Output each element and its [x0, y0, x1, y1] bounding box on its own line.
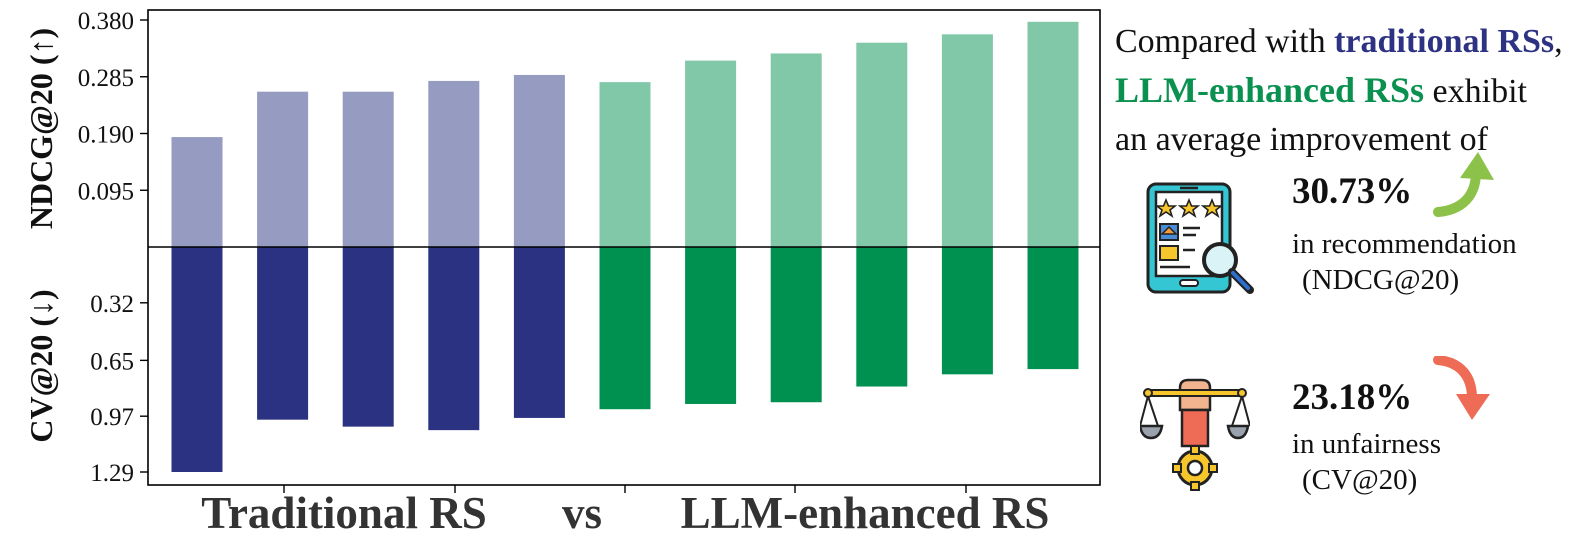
summary-exhibit: exhibit	[1424, 73, 1527, 110]
stat-cv-metric: (CV@20)	[1302, 464, 1418, 496]
ndcg-bar-4	[428, 80, 480, 247]
cv-bars	[171, 247, 1079, 472]
rating-tablet-magnifier-icon	[1146, 182, 1254, 294]
summary-prefix: Compared with	[1115, 23, 1335, 60]
summary-comma: ,	[1554, 23, 1563, 60]
stat-ndcg-metric: (NDCG@20)	[1302, 264, 1460, 296]
group-label-vs: vs	[562, 488, 602, 538]
summary-panel: Compared with traditional RSs, LLM-enhan…	[1110, 18, 1575, 538]
ndcg-bar-5	[513, 74, 565, 248]
stat-cv: 23.18%	[1292, 376, 1412, 419]
cv-bar-2	[257, 247, 309, 420]
ndcg-bar-2	[257, 91, 309, 248]
ndcg-bar-1	[171, 137, 223, 247]
cv-bar-3	[342, 247, 394, 427]
arrow-down-icon	[1433, 356, 1490, 420]
ndcg-ticks: 0.095 0.190 0.285 0.380	[78, 8, 148, 205]
arrow-up-icon	[1433, 152, 1494, 217]
summary-line-2: LLM-enhanced RSs exhibit	[1115, 66, 1575, 116]
ndcg-tick-label: 0.190	[78, 122, 134, 149]
ndcg-tick-label: 0.285	[78, 65, 134, 92]
cv-bar-11	[1027, 247, 1079, 370]
cv-tick-label: 0.97	[90, 404, 134, 431]
ndcg-axis-label: NDCG@20 (↑)	[23, 28, 59, 229]
bar-chart: 0.095 0.190 0.285 0.380 0.32 0.65 0.97 1.29 ND…	[23, 8, 1101, 538]
cv-bar-8	[770, 247, 822, 403]
stat-cv-label: in unfairness	[1292, 428, 1441, 460]
ndcg-bar-11	[1027, 21, 1079, 248]
stat-cv-value: 23.18%	[1292, 377, 1413, 418]
cv-bar-7	[685, 247, 737, 404]
cv-bar-10	[941, 247, 993, 375]
ndcg-bar-9	[856, 42, 908, 248]
ndcg-bar-8	[770, 53, 822, 247]
stat-ndcg: 30.73%	[1292, 170, 1412, 213]
ndcg-bar-3	[342, 91, 394, 248]
summary-line-1: Compared with traditional RSs,	[1115, 18, 1575, 66]
stat-ndcg-value: 30.73%	[1292, 171, 1413, 212]
stat-ndcg-label: in recommendation	[1292, 228, 1517, 260]
group-label-traditional: Traditional RS	[201, 488, 486, 538]
cv-bar-5	[513, 247, 565, 418]
fairness-scale-icon	[1140, 378, 1250, 491]
cv-tick-label: 0.65	[90, 348, 134, 375]
ndcg-bar-6	[599, 82, 651, 247]
x-ticks	[283, 485, 967, 493]
cv-tick-label: 1.29	[90, 460, 134, 487]
stat-cv-text: in unfairness (CV@20)	[1292, 426, 1441, 498]
cv-ticks: 0.32 0.65 0.97 1.29	[90, 291, 148, 487]
cv-bar-1	[171, 247, 223, 472]
summary-headline: Compared with traditional RSs, LLM-enhan…	[1115, 18, 1575, 164]
summary-line-3: an average improvement of	[1115, 121, 1488, 158]
ndcg-bars	[171, 21, 1079, 248]
cv-axis-label: CV@20 (↓)	[23, 289, 59, 442]
ndcg-bar-10	[941, 34, 993, 248]
ndcg-tick-label: 0.380	[78, 8, 134, 35]
cv-bar-6	[599, 247, 651, 410]
cv-bar-4	[428, 247, 480, 431]
plot-frame	[147, 9, 1101, 486]
llm-highlight: LLM-enhanced RSs	[1115, 70, 1425, 110]
traditional-highlight: traditional RSs	[1334, 23, 1555, 60]
stat-ndcg-text: in recommendation (NDCG@20)	[1292, 226, 1517, 298]
cv-bar-9	[856, 247, 908, 387]
group-label-llm: LLM-enhanced RS	[681, 488, 1050, 538]
ndcg-tick-label: 0.095	[78, 178, 134, 205]
ndcg-bar-7	[685, 60, 737, 248]
cv-tick-label: 0.32	[90, 291, 134, 318]
